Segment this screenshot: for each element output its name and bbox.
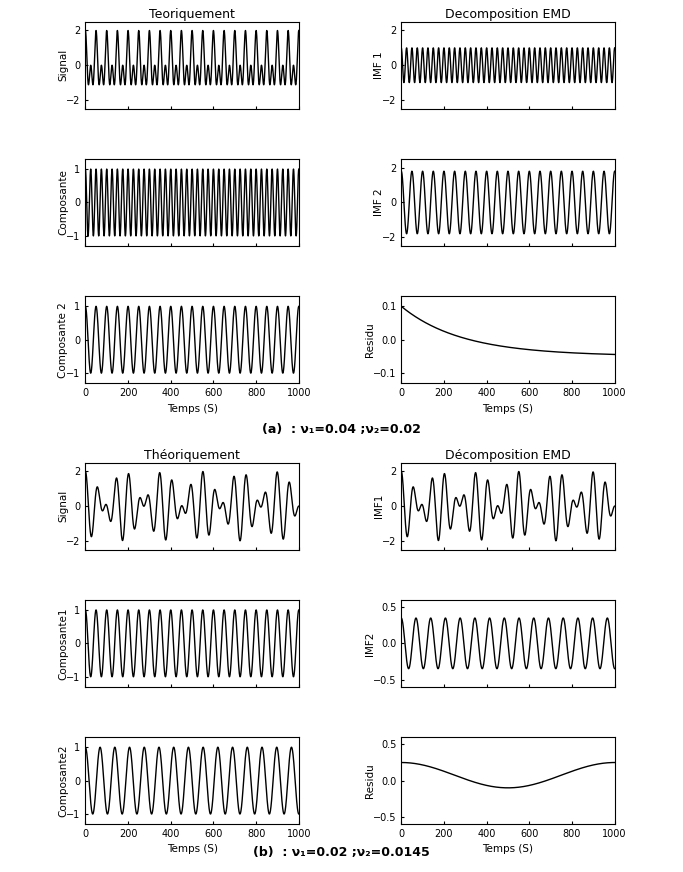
X-axis label: Temps (S): Temps (S) xyxy=(482,404,533,413)
Y-axis label: Composante1: Composante1 xyxy=(59,607,68,679)
Title: Teoriquement: Teoriquement xyxy=(149,8,235,21)
Y-axis label: Signal: Signal xyxy=(58,490,68,522)
Y-axis label: IMF 2: IMF 2 xyxy=(374,188,385,216)
Y-axis label: Residu: Residu xyxy=(365,323,375,358)
Title: Décomposition EMD: Décomposition EMD xyxy=(445,448,571,461)
Title: Théoriquement: Théoriquement xyxy=(144,448,240,461)
X-axis label: Temps (S): Temps (S) xyxy=(167,404,218,413)
Y-axis label: Residu: Residu xyxy=(365,763,375,798)
Y-axis label: IMF1: IMF1 xyxy=(374,494,385,518)
Text: (b)  : ν₁=0.02 ;ν₂=0.0145: (b) : ν₁=0.02 ;ν₂=0.0145 xyxy=(253,847,430,859)
X-axis label: Temps (S): Temps (S) xyxy=(482,844,533,855)
Y-axis label: Composante2: Composante2 xyxy=(59,745,68,817)
Title: Decomposition EMD: Decomposition EMD xyxy=(445,8,571,21)
Text: (a)  : ν₁=0.04 ;ν₂=0.02: (a) : ν₁=0.04 ;ν₂=0.02 xyxy=(262,423,421,435)
Y-axis label: Composante 2: Composante 2 xyxy=(59,302,68,378)
Y-axis label: IMF 1: IMF 1 xyxy=(374,51,385,79)
Y-axis label: Composante: Composante xyxy=(59,169,68,235)
Y-axis label: IMF2: IMF2 xyxy=(365,631,375,656)
Y-axis label: Signal: Signal xyxy=(58,49,68,81)
X-axis label: Temps (S): Temps (S) xyxy=(167,844,218,855)
